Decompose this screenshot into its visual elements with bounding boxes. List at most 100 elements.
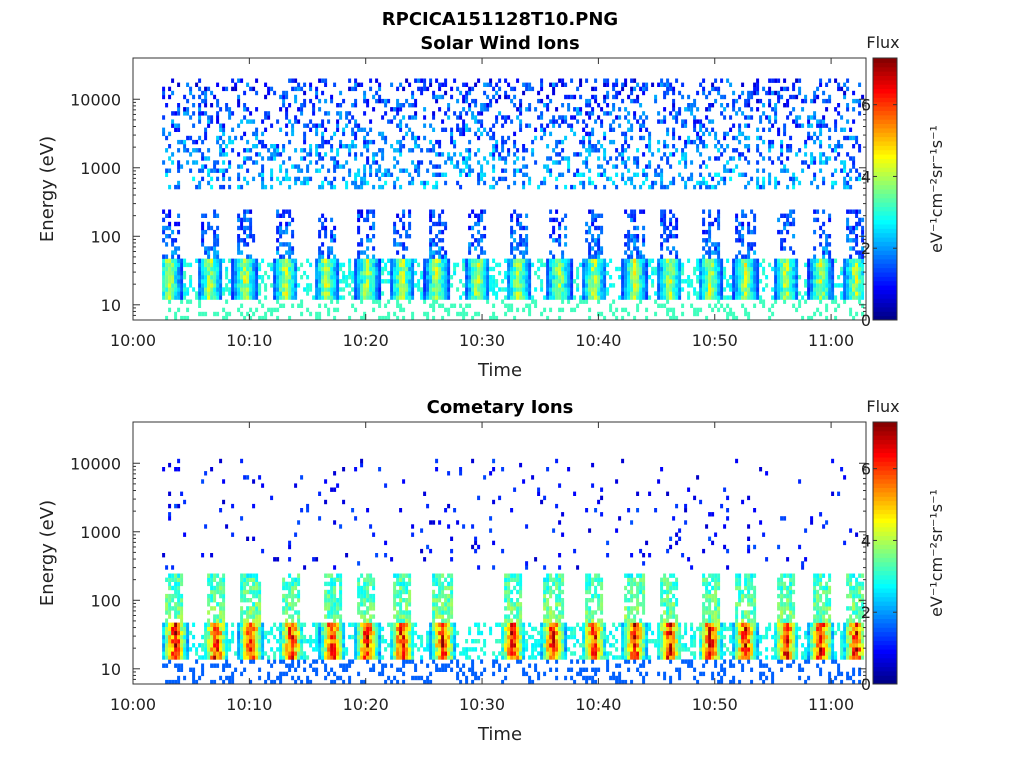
heatmap-cell xyxy=(393,156,397,161)
heatmap-cell xyxy=(528,103,532,108)
heatmap-cell xyxy=(366,213,370,218)
heatmap-cell xyxy=(471,115,475,120)
heatmap-cell xyxy=(279,234,283,239)
heatmap-cell xyxy=(756,262,760,268)
heatmap-cell xyxy=(693,119,697,124)
heatmap-cell xyxy=(849,238,853,243)
heatmap-cell xyxy=(444,172,448,177)
heatmap-cell xyxy=(480,295,484,300)
heatmap-cell xyxy=(816,94,820,100)
heatmap-cell xyxy=(327,246,331,251)
heatmap-cell xyxy=(603,156,607,161)
heatmap-cell xyxy=(402,254,406,259)
heatmap-cell xyxy=(570,127,574,132)
heatmap-cell xyxy=(732,287,736,292)
heatmap-cell xyxy=(414,258,418,263)
heatmap-cell xyxy=(231,262,235,268)
heatmap-cell xyxy=(447,279,451,284)
heatmap-cell xyxy=(633,184,637,190)
heatmap-cell xyxy=(354,275,358,280)
heatmap-cell xyxy=(438,283,442,288)
heatmap-cell xyxy=(174,279,178,284)
heatmap-cell xyxy=(702,160,706,165)
heatmap-cell xyxy=(639,86,643,92)
heatmap-cell xyxy=(291,287,295,292)
heatmap-cell xyxy=(558,234,562,239)
heatmap-cell xyxy=(387,172,391,177)
heatmap-cell xyxy=(441,291,445,296)
heatmap-cell xyxy=(636,307,640,313)
heatmap-cell xyxy=(342,279,346,284)
heatmap-cell xyxy=(276,176,280,182)
heatmap-cell xyxy=(774,295,778,300)
heatmap-cell xyxy=(585,156,589,161)
heatmap-cell xyxy=(459,311,463,317)
heatmap-cell xyxy=(705,262,709,268)
heatmap-cell xyxy=(300,107,304,112)
heatmap-cell xyxy=(675,254,679,259)
heatmap-cell xyxy=(588,111,592,116)
heatmap-cell xyxy=(402,209,406,214)
heatmap-cell xyxy=(789,144,793,149)
heatmap-cell xyxy=(465,90,469,96)
heatmap-cell xyxy=(459,131,463,137)
heatmap-cell xyxy=(591,217,595,223)
heatmap-cell xyxy=(495,98,499,104)
heatmap-cell xyxy=(444,266,448,272)
heatmap-cell xyxy=(480,119,484,124)
heatmap-cell xyxy=(846,119,850,124)
heatmap-cell xyxy=(213,266,217,272)
heatmap-cell xyxy=(624,307,628,313)
heatmap-cell xyxy=(459,90,463,96)
heatmap-cell xyxy=(606,287,610,292)
heatmap-cell xyxy=(627,291,631,296)
heatmap-cell xyxy=(384,139,388,145)
heatmap-cell xyxy=(234,82,238,87)
heatmap-cell xyxy=(471,225,475,231)
heatmap-cell xyxy=(801,107,805,112)
heatmap-cell xyxy=(648,295,652,300)
heatmap-cell xyxy=(465,164,469,169)
heatmap-cell xyxy=(540,262,544,268)
colorbar-step xyxy=(873,311,897,317)
heatmap-cell xyxy=(600,164,604,169)
heatmap-cell xyxy=(579,139,583,145)
heatmap-cell xyxy=(669,295,673,300)
heatmap-cell xyxy=(558,242,562,247)
heatmap-cell xyxy=(414,98,418,104)
heatmap-cell xyxy=(603,98,607,104)
heatmap-cell xyxy=(210,622,214,627)
heatmap-cell xyxy=(216,234,220,239)
heatmap-cell xyxy=(285,258,289,263)
heatmap-cell xyxy=(843,275,847,280)
heatmap-cell xyxy=(474,291,478,296)
heatmap-cell xyxy=(546,283,550,288)
heatmap-cell xyxy=(408,291,412,296)
heatmap-cell xyxy=(816,307,820,313)
heatmap-cell xyxy=(288,270,292,276)
heatmap-cell xyxy=(210,168,214,173)
heatmap-cell xyxy=(360,270,364,276)
heatmap-cell xyxy=(168,275,172,280)
heatmap-cell xyxy=(558,78,562,83)
heatmap-cell xyxy=(495,90,499,96)
heatmap-cell xyxy=(741,82,745,87)
heatmap-cell xyxy=(198,303,202,308)
heatmap-cell xyxy=(855,266,859,272)
colorbar-tick-label: 6 xyxy=(861,96,871,115)
heatmap-cell xyxy=(828,94,832,100)
heatmap-cell xyxy=(585,103,589,108)
heatmap-cell xyxy=(363,144,367,149)
heatmap-cell xyxy=(780,275,784,280)
heatmap-cell xyxy=(858,111,862,116)
heatmap-cell xyxy=(807,315,811,321)
heatmap-cell xyxy=(393,295,397,300)
heatmap-cell xyxy=(456,98,460,104)
heatmap-cell xyxy=(720,291,724,296)
heatmap-cell xyxy=(324,127,328,132)
heatmap-cell xyxy=(180,651,184,656)
heatmap-cell xyxy=(183,283,187,288)
heatmap-cell xyxy=(201,291,205,296)
heatmap-cell xyxy=(678,266,682,272)
heatmap-cell xyxy=(699,291,703,296)
